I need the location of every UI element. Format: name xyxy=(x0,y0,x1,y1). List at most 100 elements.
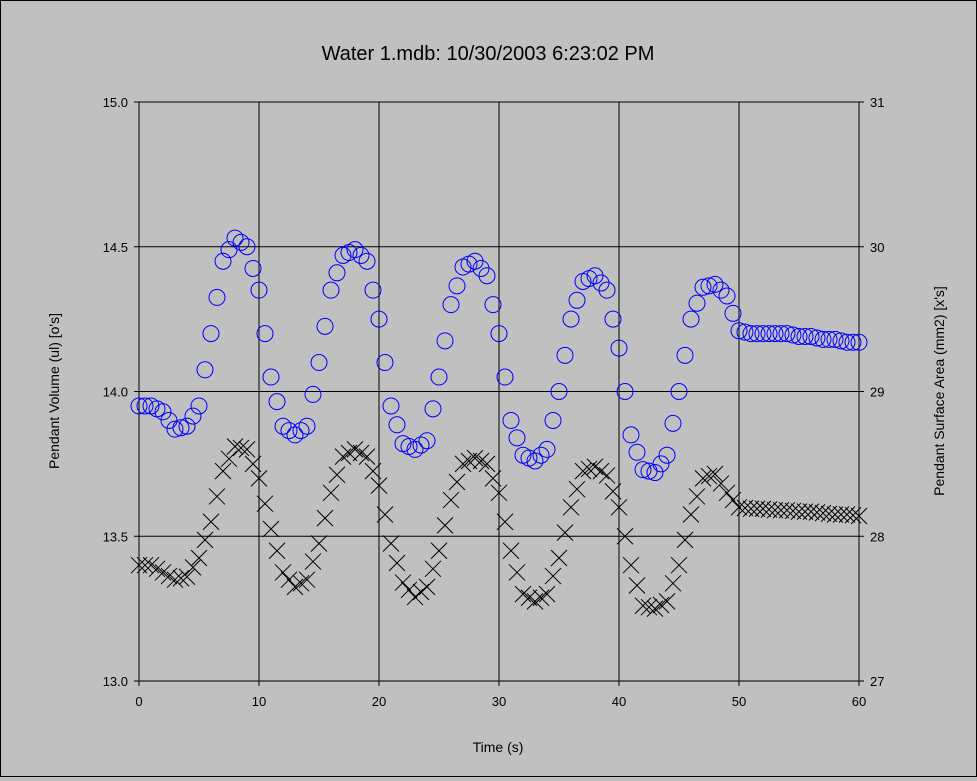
volume-point xyxy=(448,277,466,295)
area-point xyxy=(490,484,508,502)
area-point xyxy=(544,567,562,585)
volume-point xyxy=(418,432,436,450)
area-point xyxy=(826,506,844,523)
volume-point xyxy=(178,417,196,435)
x-axis-label: Time (s) xyxy=(473,739,524,755)
area-point xyxy=(634,597,652,615)
volume-point xyxy=(832,332,850,350)
x-tick-label: 0 xyxy=(135,694,142,709)
area-point xyxy=(376,506,394,523)
grid xyxy=(138,101,860,682)
area-point xyxy=(484,469,502,487)
area-point xyxy=(472,452,490,470)
volume-point xyxy=(556,346,574,364)
area-point xyxy=(148,560,166,578)
volume-point xyxy=(652,455,670,473)
y-tick-label: 13.5 xyxy=(103,529,128,544)
volume-point xyxy=(694,278,712,296)
volume-point xyxy=(802,327,820,345)
volume-point xyxy=(154,403,172,421)
area-point xyxy=(538,585,556,603)
volume-point xyxy=(202,325,220,343)
volume-point xyxy=(796,327,814,345)
volume-point xyxy=(298,417,316,435)
area-point xyxy=(436,517,454,534)
area-point xyxy=(790,503,808,520)
volume-point xyxy=(784,326,802,344)
area-point xyxy=(766,501,784,519)
volume-point xyxy=(634,461,652,479)
area-point xyxy=(586,458,604,476)
volume-point xyxy=(496,368,514,386)
volume-point xyxy=(262,368,280,386)
x-tick-label: 30 xyxy=(492,694,506,709)
area-point xyxy=(568,480,586,498)
volume-point xyxy=(196,361,214,379)
area-point xyxy=(478,455,496,473)
area-point xyxy=(382,535,400,552)
volume-point xyxy=(658,446,676,464)
area-point xyxy=(652,596,670,614)
area-point xyxy=(280,571,298,589)
series-area xyxy=(130,438,868,617)
volume-point xyxy=(370,310,388,328)
area-point xyxy=(700,467,718,485)
area-point xyxy=(742,500,760,518)
volume-point xyxy=(844,333,862,351)
area-point xyxy=(370,477,388,494)
volume-point xyxy=(766,325,784,343)
y-tick-label: 15.0 xyxy=(103,95,128,110)
area-point xyxy=(628,577,646,594)
volume-point xyxy=(688,294,706,312)
area-point xyxy=(190,549,208,567)
area-point xyxy=(262,520,280,538)
area-point xyxy=(442,491,460,509)
volume-point xyxy=(424,400,442,418)
volume-point xyxy=(670,383,688,400)
area-point xyxy=(166,571,184,589)
volume-point xyxy=(442,296,460,314)
volume-point xyxy=(730,322,748,340)
area-point xyxy=(274,564,292,581)
volume-point xyxy=(454,258,472,276)
volume-point xyxy=(376,354,394,372)
area-point xyxy=(346,441,364,458)
area-point xyxy=(400,581,418,599)
area-point xyxy=(340,444,358,462)
volume-point xyxy=(472,259,490,277)
chart-title: Water 1.mdb: 10/30/2003 6:23:02 PM xyxy=(322,43,655,65)
volume-point xyxy=(388,416,406,434)
area-point xyxy=(502,542,520,560)
area-point xyxy=(610,498,628,516)
volume-point xyxy=(676,346,694,364)
area-point xyxy=(640,598,658,616)
volume-point xyxy=(532,446,550,464)
area-point xyxy=(532,589,550,607)
area-point xyxy=(364,462,382,480)
volume-point xyxy=(166,420,184,438)
area-point xyxy=(508,564,526,581)
area-point xyxy=(220,450,238,468)
area-point xyxy=(160,567,178,585)
volume-point xyxy=(502,411,520,429)
area-point xyxy=(316,509,334,527)
y2-axis-label: Pendant Surface Area (mm2) [x's] xyxy=(931,286,947,496)
area-point xyxy=(178,568,196,586)
volume-point xyxy=(646,464,664,482)
volume-point xyxy=(574,272,592,290)
volume-point xyxy=(130,397,148,415)
area-point xyxy=(424,560,442,578)
volume-point xyxy=(760,325,778,343)
volume-point xyxy=(214,252,232,270)
volume-point xyxy=(232,233,250,251)
area-point xyxy=(598,467,616,484)
area-point xyxy=(496,513,514,531)
area-point xyxy=(388,554,406,572)
area-point xyxy=(304,553,322,570)
volume-point xyxy=(316,317,334,335)
x-tick-label: 10 xyxy=(252,694,266,709)
y-axis-label: Pendant Volume (ul) [o's] xyxy=(46,313,62,469)
volume-point xyxy=(598,281,616,299)
volume-point xyxy=(520,449,538,467)
